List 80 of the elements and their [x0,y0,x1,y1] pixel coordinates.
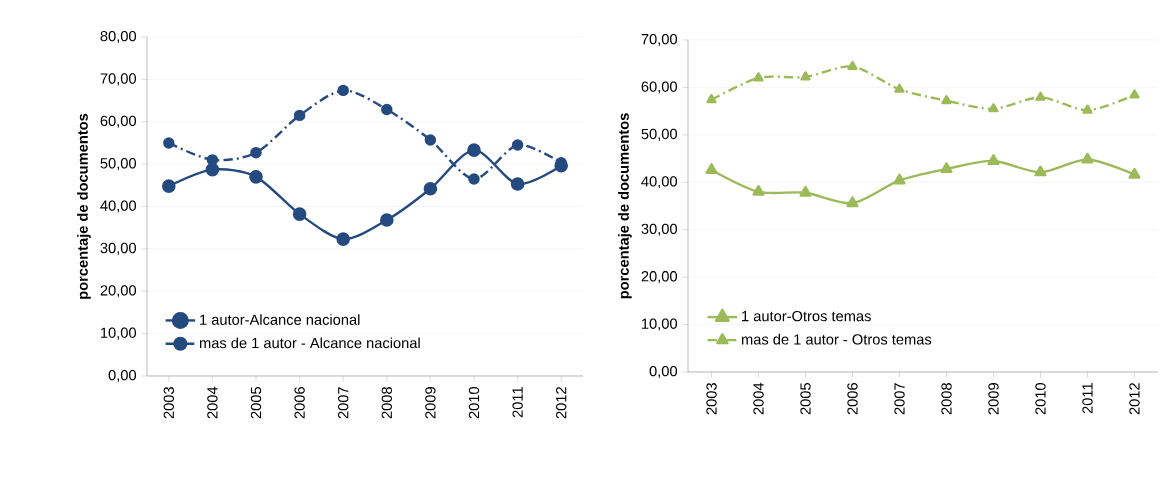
point [510,177,525,191]
x-tick-label: 2003 [163,387,175,419]
legend-label: 1 autor-Alcance nacional [200,314,360,325]
point [753,72,764,82]
x-tick-label: 2004 [753,382,764,415]
point [1128,167,1141,179]
y-tick-label: 70,00 [100,73,137,86]
point [847,60,858,71]
point [894,83,905,93]
point [987,154,1000,165]
point [941,94,952,105]
x-tick-label: 2010 [1035,382,1046,415]
y-tick-label: 10,00 [642,318,678,331]
y-tick-label: 50,00 [100,158,137,171]
x-tick-label: 2007 [338,387,349,419]
point [468,173,480,185]
y-tick-label: 40,00 [100,200,137,213]
point [1129,89,1140,99]
x-tick-label: 2006 [847,383,858,415]
x-tick-label: 2009 [988,383,999,415]
y-tick-label: 60,00 [641,81,678,94]
x-tick-label: 2006 [294,387,305,419]
point [1081,152,1094,164]
legend-label: mas de 1 autor - Otros temas [742,333,932,345]
point [706,94,717,104]
point [162,179,176,193]
point [988,103,999,113]
point [846,196,859,208]
y-tick-label: 40,00 [641,176,678,189]
y-tick-label: 20,00 [100,285,137,298]
x-tick-label: 2008 [381,387,392,419]
x-tick-label: 2007 [894,383,905,415]
x-tick-label: 2008 [941,383,952,415]
point [337,84,349,97]
point [250,146,262,159]
point [205,162,220,177]
point [800,71,811,81]
point [424,134,437,146]
x-tick-label: 2004 [207,386,218,419]
point [163,137,175,149]
point [381,103,393,116]
y-tick-label: 0,00 [108,369,137,383]
x-tick-label: 2012 [1129,383,1140,415]
y-tick-label: 80,00 [100,30,137,44]
x-tick-label: 2005 [250,387,262,419]
point [893,173,906,185]
point [940,162,953,173]
y-tick-label: 0,00 [649,365,678,379]
x-tick-label: 2011 [1082,383,1093,414]
x-tick-label: 2012 [556,387,567,419]
y-tick-label: 70,00 [641,33,678,47]
y-axis-title: porcentaje de documentos [77,113,91,299]
x-tick-label: 2010 [468,386,480,419]
legend-label: mas de 1 autor - Alcance nacional [200,337,420,349]
point [1034,165,1047,177]
y-tick-label: 30,00 [641,223,678,236]
point [336,232,350,246]
point [293,109,306,122]
point [1035,91,1046,101]
y-axis-title: porcentaje de documentos [618,113,632,299]
x-tick-label: 2005 [800,383,811,415]
legend-label: 1 autor-Otros temas [742,310,871,322]
y-tick-label: 20,00 [641,271,678,284]
point [511,139,524,151]
x-tick-label: 2003 [706,383,717,415]
point [380,213,394,227]
y-tick-label: 10,00 [101,327,137,340]
y-tick-label: 60,00 [100,115,137,128]
point [249,170,263,184]
point [292,207,307,221]
x-tick-label: 2009 [425,387,436,419]
point [799,185,812,197]
x-tick-label: 2011 [512,387,523,418]
point [423,181,438,196]
point [1082,104,1093,114]
y-tick-label: 50,00 [641,128,678,141]
point [705,163,718,174]
point [467,143,481,157]
point [752,184,765,196]
y-tick-label: 30,00 [100,242,137,255]
